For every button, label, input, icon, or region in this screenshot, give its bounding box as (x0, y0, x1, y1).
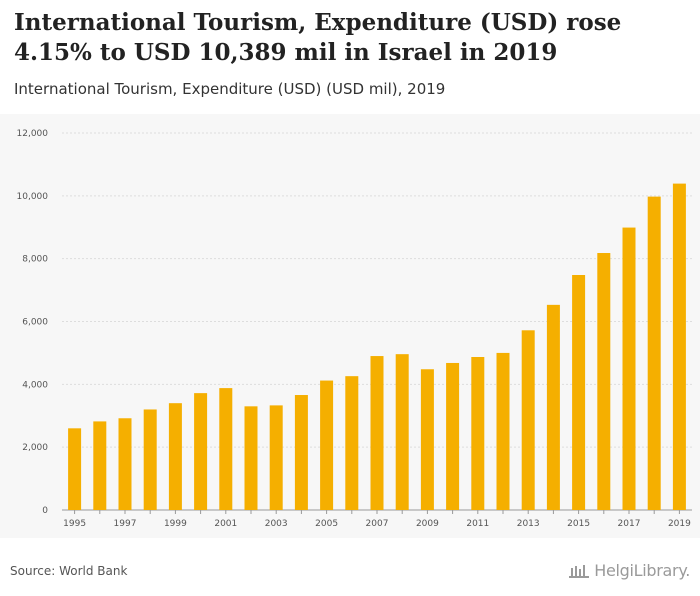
x-tick-label: 1999 (164, 519, 187, 529)
x-tick-label: 2005 (315, 519, 338, 529)
bar (345, 376, 359, 510)
x-tick-label: 2011 (466, 519, 489, 529)
bar (521, 330, 535, 510)
bar (546, 304, 560, 510)
bar (269, 405, 283, 510)
x-tick-label: 1997 (114, 519, 137, 529)
bar (647, 196, 661, 510)
bar (496, 352, 510, 510)
bar (471, 357, 485, 510)
library-icon (569, 564, 590, 578)
bar (244, 406, 258, 510)
bar (672, 183, 686, 510)
chart-area: 0 2,000 4,000 6,000 8,000 10,000 12,000 1995 199… (0, 114, 700, 538)
brand-logo: HelgiLibrary. (568, 561, 690, 580)
x-tick-label: 2009 (416, 519, 439, 529)
bar (93, 421, 107, 510)
x-tick-label: 2001 (214, 519, 237, 529)
bar (572, 275, 586, 510)
source-note: Source: World Bank (10, 564, 128, 578)
x-tick-label: 2013 (517, 519, 540, 529)
x-tick-label: 2003 (265, 519, 288, 529)
bar (143, 409, 157, 510)
brand-name: HelgiLibrary. (594, 561, 690, 580)
y-tick-label: 10,000 (17, 192, 49, 202)
bar (68, 428, 82, 510)
bar (118, 418, 132, 510)
bar (168, 403, 182, 510)
x-tick-label: 2019 (668, 519, 691, 529)
x-tick-label: 2007 (366, 519, 389, 529)
bar (597, 253, 611, 511)
bar (320, 380, 334, 510)
y-tick-label: 8,000 (22, 255, 48, 265)
bar (370, 356, 384, 510)
bar (219, 388, 233, 510)
bar (194, 393, 208, 510)
bar (395, 354, 409, 510)
bar (420, 369, 434, 510)
y-tick-label: 0 (42, 506, 48, 516)
bar-chart: 0 2,000 4,000 6,000 8,000 10,000 12,000 1995 199… (17, 129, 692, 529)
chart-subtitle: International Tourism, Expenditure (USD)… (14, 80, 446, 98)
bar (294, 395, 308, 510)
y-tick-label: 6,000 (22, 318, 48, 328)
y-tick-label: 4,000 (22, 380, 48, 390)
x-tick-label: 2017 (618, 519, 641, 529)
chart-title: International Tourism, Expenditure (USD)… (14, 9, 622, 66)
y-tick-label: 2,000 (22, 443, 48, 453)
x-tick-label: 2015 (567, 519, 590, 529)
y-tick-label: 12,000 (17, 129, 49, 139)
x-tick-label: 1995 (63, 519, 86, 529)
bar (446, 362, 460, 510)
bar (622, 227, 636, 511)
